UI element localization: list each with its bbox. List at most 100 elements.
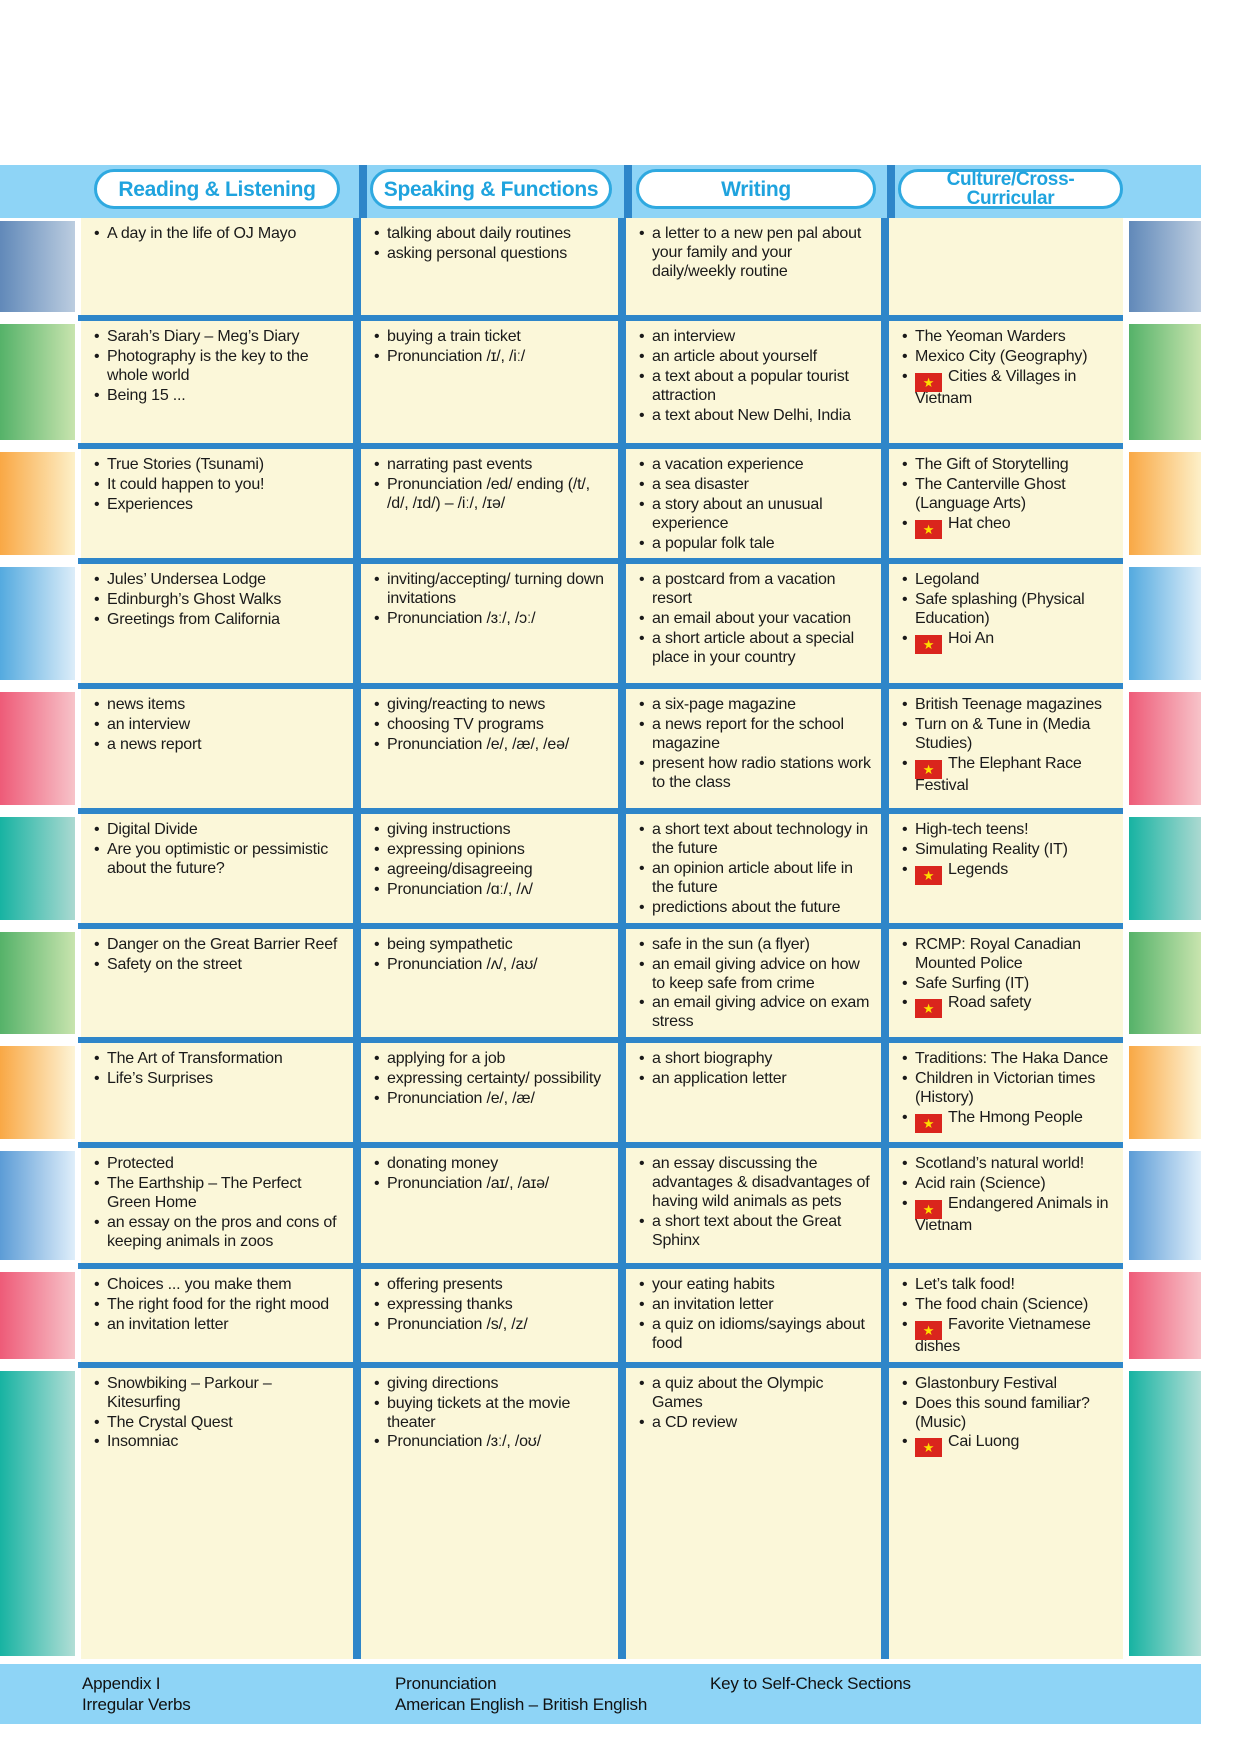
row-separator — [78, 808, 1123, 815]
bullet: • — [639, 347, 645, 365]
list-item: • Edinburgh’s Ghost Walks — [94, 591, 349, 610]
star-glyph: ★ — [922, 1440, 935, 1456]
bar-gap — [1123, 1148, 1129, 1264]
list-item: • Legoland — [902, 571, 1119, 590]
bullet: • — [902, 994, 908, 1012]
bar-gap — [75, 1367, 81, 1659]
row-separator — [78, 683, 1123, 690]
cell-culture-cross-curricular: • British Teenage magazines • Turn on & Tun… — [889, 689, 1123, 809]
bullet: • — [639, 860, 645, 878]
bullet: • — [374, 736, 380, 754]
item-text: Danger on the Great Barrier Reef — [107, 935, 338, 953]
bullet: • — [902, 591, 908, 609]
item-text: Life’s Surprises — [107, 1070, 213, 1087]
bullet: • — [902, 1194, 908, 1212]
row-color-bar-left — [0, 1370, 75, 1656]
row-color-bar-right — [1129, 692, 1201, 806]
bullet: • — [94, 1296, 100, 1313]
bullet: • — [639, 821, 645, 839]
list-item: • Pronunciation /ɜː/, /ɔː/ — [374, 610, 614, 629]
item-text: Insomniac — [107, 1433, 179, 1451]
list-item: • Pronunciation /ʌ/, /aʊ/ — [374, 956, 614, 975]
list-item: • Simulating Reality (IT) — [902, 841, 1119, 860]
item-text: Choices ... you make them — [107, 1276, 292, 1294]
list-item: • Snowbiking – Parkour – Kitesurfing — [94, 1375, 349, 1413]
item-text: Being 15 ... — [107, 386, 186, 404]
cell-writing: • safe in the sun (a flyer) • an email givi… — [626, 928, 881, 1038]
item-text: a short text about the Great Sphinx — [652, 1212, 842, 1249]
bullet: • — [94, 955, 100, 973]
item-text: ★ Hoi An — [915, 630, 1119, 654]
column-divider — [881, 449, 889, 559]
item-text: The Earthship – The Perfect Green Home — [107, 1175, 302, 1211]
list-item: • a news report for the school magazine — [639, 716, 877, 754]
cell-writing: • a vacation experience • a sea disaster • a … — [626, 449, 881, 559]
list-item: • Pronunciation /ed/ ending (/t/, /d/, /ɪ… — [374, 476, 614, 514]
bullet: • — [902, 1276, 908, 1294]
bar-gap — [75, 814, 81, 923]
item-text: The Crystal Quest — [107, 1413, 233, 1431]
list-item: • RCMP: Royal Canadian Mounted Police — [902, 936, 1119, 974]
bullet: • — [94, 328, 100, 345]
list-item: • Protected — [94, 1155, 349, 1174]
list-item: • The Crystal Quest — [94, 1414, 349, 1433]
bullet: • — [639, 495, 645, 513]
item-text: an email giving advice on exam stress — [652, 994, 870, 1031]
cell-reading-listening: • True Stories (Tsunami) • It could happen … — [81, 449, 353, 559]
cell-speaking-functions: • donating money • Pronunciation /aɪ/, /aɪə… — [361, 1148, 618, 1264]
list-item: • ★ Endangered Animals in Vietnam — [902, 1195, 1119, 1236]
row-separator — [78, 922, 1123, 929]
vietnam-flag-icon: ★ — [915, 635, 942, 654]
bullet: • — [639, 716, 645, 734]
cell-speaking-functions: • narrating past events • Pronunciation /ed… — [361, 449, 618, 559]
column-divider — [353, 564, 361, 684]
unit-row: • Sarah’s Diary – Meg’s Diary • Photography… — [0, 321, 1201, 443]
bullet: • — [902, 716, 908, 734]
bullet: • — [639, 1374, 645, 1392]
bullet: • — [374, 935, 380, 953]
list-item: • an interview — [94, 716, 349, 735]
star-glyph: ★ — [922, 762, 935, 777]
star-glyph: ★ — [922, 1322, 935, 1338]
cell-speaking-functions: • being sympathetic • Pronunciation /ʌ/, /a… — [361, 928, 618, 1038]
header-band: Reading & Listening Speaking & Functions… — [0, 165, 1201, 218]
list-item: • a letter to a new pen pal about your fa… — [639, 225, 877, 282]
item-text: a short article about a special place in… — [652, 630, 854, 666]
list-item: • Safe splashing (Physical Education) — [902, 591, 1119, 629]
bullet: • — [94, 935, 100, 953]
bullet: • — [94, 495, 100, 513]
bullet: • — [94, 821, 100, 839]
list-item: • ★ Hoi An — [902, 630, 1119, 654]
list-item: • expressing certainty/ possibility — [374, 1070, 614, 1089]
list-item: • Digital Divide — [94, 821, 349, 840]
list-item: • a quiz on idioms/sayings about food — [639, 1316, 877, 1354]
list-item: • a sea disaster — [639, 476, 877, 495]
cell-writing: • a six-page magazine • a news report for t… — [626, 689, 881, 809]
column-divider — [353, 928, 361, 1038]
item-text: Safety on the street — [107, 955, 242, 973]
row-separator — [78, 1263, 1123, 1270]
item-text: a six-page magazine — [652, 696, 796, 714]
item-text: Simulating Reality (IT) — [915, 841, 1068, 859]
item-text: an invitation letter — [652, 1296, 774, 1313]
vietnam-flag-icon: ★ — [915, 999, 942, 1019]
bullet: • — [94, 1213, 100, 1231]
column-divider — [353, 1043, 361, 1143]
vietnam-flag-icon: ★ — [915, 1199, 942, 1219]
column-divider — [618, 1043, 626, 1143]
bullet: • — [902, 1374, 908, 1392]
column-divider — [618, 218, 626, 315]
list-item: • talking about daily routines — [374, 225, 614, 244]
vietnam-flag-icon: ★ — [915, 760, 942, 779]
list-item: • Glastonbury Festival — [902, 1375, 1119, 1394]
list-item: • ★ Cities & Villages in Vietnam — [902, 368, 1119, 409]
cell-speaking-functions: • giving/reacting to news • choosing TV pro… — [361, 689, 618, 809]
cell-writing: • a letter to a new pen pal about your fa… — [626, 218, 881, 315]
cell-speaking-functions: • giving instructions • expressing opinions… — [361, 814, 618, 923]
bullet: • — [94, 611, 100, 629]
vietnam-flag-icon: ★ — [915, 866, 942, 886]
cell-writing: • a short text about technology in the fu… — [626, 814, 881, 923]
column-header-reading-listening: Reading & Listening — [94, 169, 340, 209]
bullet: • — [374, 610, 380, 628]
item-text: Edinburgh’s Ghost Walks — [107, 591, 282, 609]
